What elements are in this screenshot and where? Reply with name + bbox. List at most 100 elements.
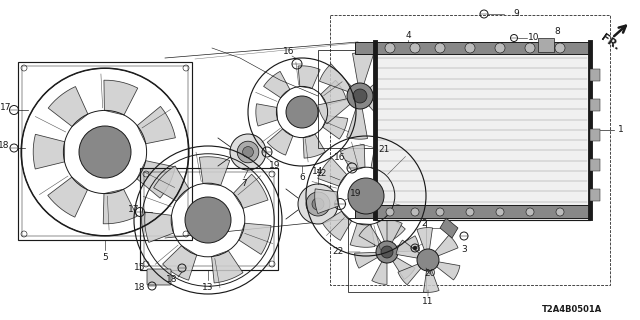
Text: T2A4B0501A: T2A4B0501A	[542, 306, 602, 315]
Polygon shape	[318, 158, 347, 186]
Circle shape	[465, 43, 475, 53]
Polygon shape	[396, 240, 419, 258]
Text: 18: 18	[134, 284, 146, 292]
Circle shape	[347, 83, 373, 109]
Circle shape	[376, 241, 398, 263]
Text: 1: 1	[618, 125, 624, 134]
Circle shape	[526, 208, 534, 216]
Text: 21: 21	[378, 146, 390, 155]
Polygon shape	[321, 80, 346, 105]
Bar	[375, 50, 590, 220]
Polygon shape	[145, 212, 173, 242]
Text: 18: 18	[166, 276, 178, 284]
Polygon shape	[372, 262, 387, 284]
Bar	[348, 218, 426, 292]
Bar	[18, 62, 192, 240]
Bar	[590, 159, 600, 171]
Circle shape	[435, 43, 445, 53]
Polygon shape	[298, 66, 320, 88]
Polygon shape	[397, 236, 419, 252]
Bar	[318, 50, 400, 148]
Circle shape	[496, 208, 504, 216]
Circle shape	[348, 178, 384, 214]
Circle shape	[413, 246, 417, 250]
Text: 17: 17	[128, 204, 140, 213]
Polygon shape	[239, 223, 271, 254]
Text: 6: 6	[299, 173, 305, 182]
Bar	[22, 66, 188, 236]
Circle shape	[555, 43, 565, 53]
Text: 8: 8	[554, 28, 560, 36]
Circle shape	[385, 43, 395, 53]
Polygon shape	[370, 68, 403, 93]
Circle shape	[79, 126, 131, 178]
Polygon shape	[256, 104, 278, 126]
Polygon shape	[359, 225, 381, 246]
Circle shape	[286, 96, 318, 128]
Polygon shape	[435, 235, 458, 256]
Circle shape	[405, 43, 411, 49]
Text: FR.: FR.	[599, 32, 621, 52]
Text: 18: 18	[0, 140, 10, 149]
Polygon shape	[154, 166, 189, 201]
Polygon shape	[388, 163, 416, 190]
Bar	[140, 168, 278, 270]
Circle shape	[298, 184, 338, 224]
Bar	[590, 69, 600, 81]
Circle shape	[353, 89, 367, 103]
Circle shape	[381, 246, 393, 258]
Polygon shape	[340, 145, 365, 171]
Text: 19: 19	[350, 189, 362, 198]
Polygon shape	[369, 100, 401, 128]
Polygon shape	[104, 80, 138, 115]
Polygon shape	[33, 134, 65, 169]
Circle shape	[386, 208, 394, 216]
Polygon shape	[212, 251, 243, 283]
Text: 3: 3	[461, 245, 467, 254]
Polygon shape	[350, 223, 375, 247]
Text: 2: 2	[421, 220, 427, 228]
Circle shape	[185, 197, 231, 243]
Bar	[590, 129, 600, 141]
Text: 7: 7	[241, 179, 247, 188]
Text: 12: 12	[316, 169, 328, 178]
Circle shape	[306, 192, 330, 216]
Polygon shape	[392, 196, 417, 220]
Bar	[590, 189, 600, 201]
Text: 11: 11	[422, 298, 434, 307]
Polygon shape	[315, 189, 339, 213]
Polygon shape	[163, 246, 196, 280]
Polygon shape	[137, 106, 175, 144]
Polygon shape	[303, 134, 326, 158]
Polygon shape	[355, 252, 378, 268]
Text: 14: 14	[312, 167, 324, 177]
Circle shape	[411, 208, 419, 216]
Polygon shape	[48, 177, 88, 217]
Text: 17: 17	[0, 102, 12, 111]
Bar	[538, 38, 554, 52]
Bar	[330, 15, 610, 285]
Polygon shape	[440, 218, 458, 238]
Text: 13: 13	[202, 283, 214, 292]
Text: 22: 22	[332, 247, 344, 257]
Text: 16: 16	[334, 153, 346, 162]
Text: 16: 16	[284, 46, 295, 55]
Circle shape	[495, 43, 505, 53]
Text: 10: 10	[528, 34, 540, 43]
Text: 19: 19	[269, 161, 281, 170]
Polygon shape	[398, 264, 421, 285]
Text: 9: 9	[513, 10, 519, 19]
Polygon shape	[355, 205, 590, 218]
Bar	[590, 99, 600, 111]
Text: 5: 5	[102, 253, 108, 262]
Text: 4: 4	[405, 31, 411, 41]
FancyBboxPatch shape	[147, 269, 171, 285]
Polygon shape	[323, 211, 351, 240]
Polygon shape	[317, 99, 350, 124]
Bar	[144, 172, 274, 266]
Polygon shape	[199, 157, 230, 186]
Circle shape	[243, 147, 253, 157]
Polygon shape	[377, 214, 405, 244]
Polygon shape	[436, 262, 460, 280]
Circle shape	[436, 208, 444, 216]
